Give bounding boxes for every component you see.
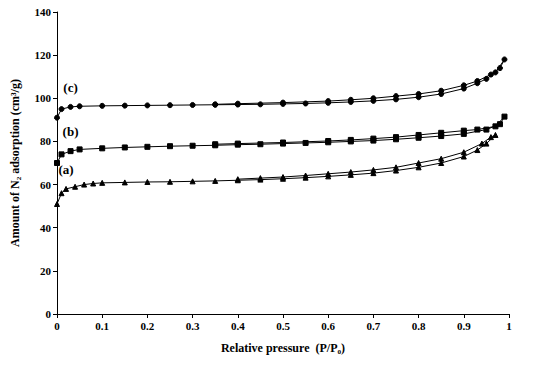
svg-text:1: 1 — [506, 320, 512, 332]
svg-text:100: 100 — [35, 92, 52, 104]
svg-text:60: 60 — [40, 179, 52, 191]
svg-text:140: 140 — [35, 6, 52, 18]
svg-text:120: 120 — [35, 49, 52, 61]
svg-text:0.8: 0.8 — [412, 320, 426, 332]
svg-text:Relative pressure (P/P₀): Relative pressure (P/P₀) — [221, 341, 345, 355]
svg-text:(c): (c) — [63, 80, 77, 95]
svg-text:0.9: 0.9 — [457, 320, 471, 332]
svg-text:80: 80 — [40, 135, 52, 147]
svg-text:(a): (a) — [58, 162, 73, 177]
svg-text:0.2: 0.2 — [141, 320, 155, 332]
svg-text:20: 20 — [40, 265, 52, 277]
svg-text:(b): (b) — [63, 124, 79, 139]
svg-text:40: 40 — [40, 222, 52, 234]
svg-text:0.1: 0.1 — [95, 320, 109, 332]
svg-text:0.7: 0.7 — [367, 320, 381, 332]
svg-text:Amount of N₂ adsorption (cm³/g: Amount of N₂ adsorption (cm³/g) — [8, 79, 22, 247]
svg-text:0.4: 0.4 — [231, 320, 245, 332]
svg-text:0.3: 0.3 — [186, 320, 200, 332]
svg-text:0.6: 0.6 — [321, 320, 335, 332]
svg-text:0.5: 0.5 — [276, 320, 290, 332]
svg-text:0: 0 — [54, 320, 60, 332]
svg-text:0: 0 — [46, 308, 52, 320]
